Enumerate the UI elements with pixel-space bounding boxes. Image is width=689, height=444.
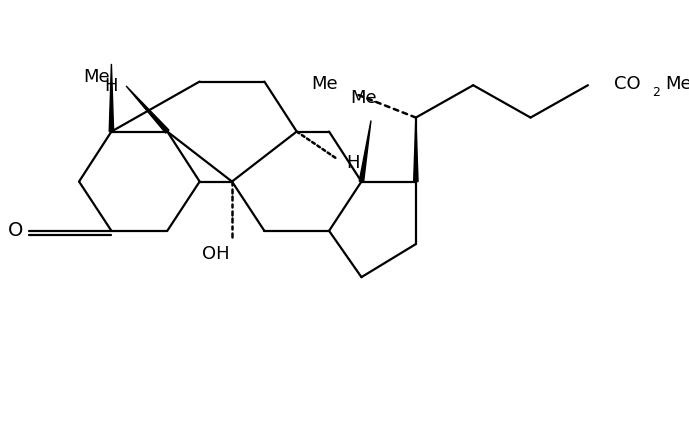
Text: H: H [105, 77, 118, 95]
Text: Me: Me [83, 68, 110, 86]
Text: 2: 2 [652, 86, 660, 99]
Text: O: O [8, 221, 23, 240]
Polygon shape [413, 118, 418, 182]
Text: H: H [347, 154, 360, 172]
Polygon shape [359, 120, 371, 182]
Text: OH: OH [202, 245, 229, 262]
Text: Me: Me [350, 89, 377, 107]
Polygon shape [109, 64, 114, 131]
Polygon shape [126, 86, 169, 133]
Text: Me: Me [311, 75, 338, 94]
Text: Me: Me [665, 75, 689, 93]
Text: CO: CO [614, 75, 640, 93]
